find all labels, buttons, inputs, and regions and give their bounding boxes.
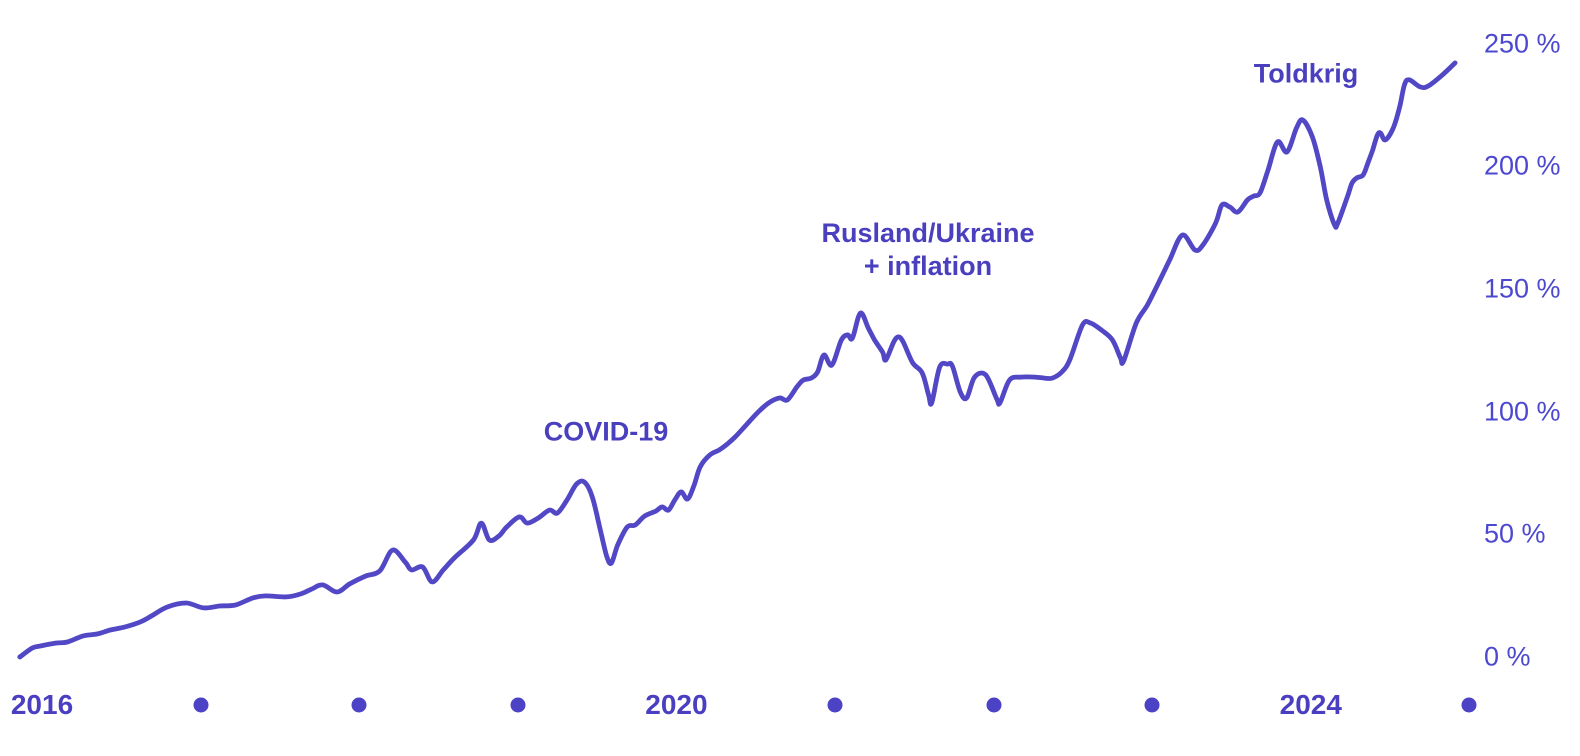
annotation-line-2: + inflation (863, 251, 993, 281)
performance-line (17, 60, 1458, 660)
x-tick-dot (1461, 697, 1477, 713)
y-tick-label: 50 % (1484, 518, 1546, 549)
y-tick-label: 100 % (1484, 396, 1561, 427)
x-tick-dot (193, 697, 209, 713)
x-tick-label: 2024 (1279, 689, 1342, 720)
y-tick-label: 0 % (1484, 641, 1531, 672)
x-tick-dot (986, 697, 1002, 713)
annotation-rusland-ukraine-inflation: Rusland/Ukraine + inflation (821, 217, 1034, 283)
x-tick-label: 2020 (645, 689, 708, 720)
x-tick-label: 2016 (10, 689, 74, 720)
x-tick-dot (827, 697, 843, 713)
annotation-line-1: Rusland/Ukraine (821, 218, 1035, 248)
y-tick-label: 250 % (1484, 28, 1561, 59)
x-tick-dot (351, 697, 367, 713)
y-tick-label: 150 % (1484, 273, 1561, 304)
x-tick-dot (510, 697, 526, 713)
annotation-covid19: COVID-19 (543, 416, 669, 447)
y-tick-label: 200 % (1484, 150, 1561, 181)
annotation-toldkrig: Toldkrig (1253, 58, 1359, 89)
x-tick-dot (1144, 697, 1160, 713)
